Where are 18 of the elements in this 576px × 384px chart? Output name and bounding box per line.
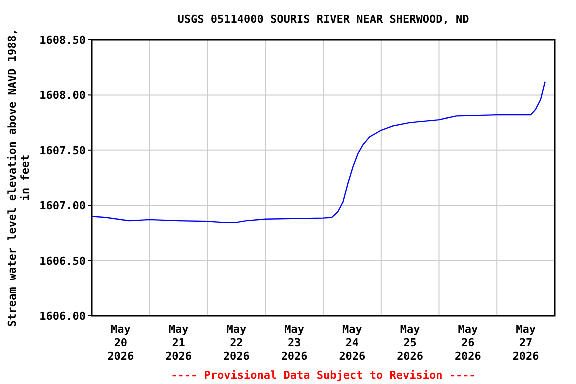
x-tick-label: May 20 2026 xyxy=(108,323,135,363)
text: ---- Provisional Data Subject to Revision ---- xyxy=(171,369,476,382)
x-tick-label: May 27 2026 xyxy=(512,323,540,363)
y-axis-title: Stream water level elevation above NAVD 1988, in feet xyxy=(6,28,32,328)
chart-title: USGS 05114000 SOURIS RIVER NEAR SHERWOOD, ND xyxy=(178,13,470,26)
y-tick-label: 1606.00 xyxy=(40,310,86,323)
x-tick-label: May 22 2026 xyxy=(223,323,250,363)
x-tick-label: May 26 2026 xyxy=(454,323,482,363)
y-tick-label: 1608.00 xyxy=(40,89,86,102)
x-tick-label: May 24 2026 xyxy=(339,323,366,363)
line-series xyxy=(91,81,546,224)
y-tick-label: 1607.00 xyxy=(40,200,86,213)
x-tick-label: May 21 2026 xyxy=(166,323,192,363)
x-tick-label: May 23 2026 xyxy=(281,323,308,363)
y-tick-label: 1606.50 xyxy=(40,254,86,268)
y-tick-label: 1608.50 xyxy=(40,34,86,47)
y-tick-label: 1607.50 xyxy=(40,144,86,158)
x-tick-label: May 25 2026 xyxy=(397,323,424,363)
